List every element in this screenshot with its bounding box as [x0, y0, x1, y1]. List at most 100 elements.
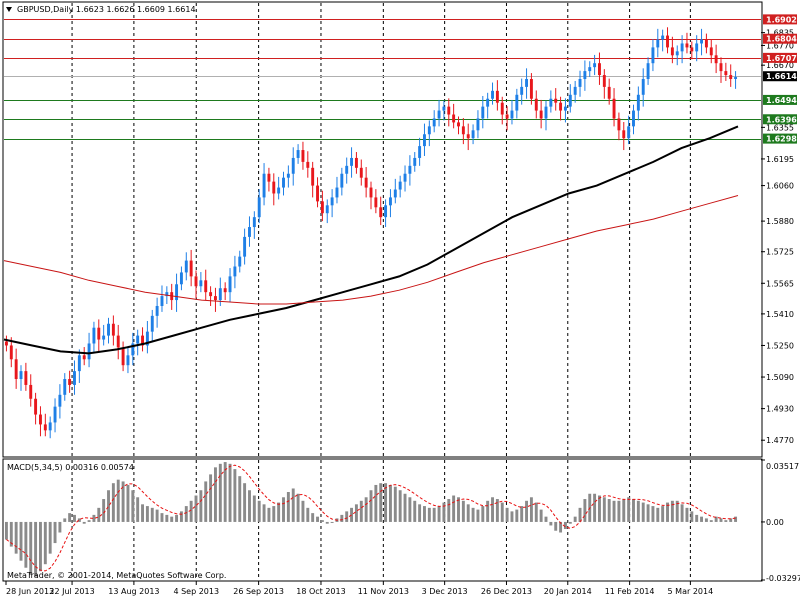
macd-bar	[63, 518, 67, 522]
macd-bar	[704, 518, 708, 522]
candle-bull	[442, 106, 446, 111]
candle-bull	[53, 406, 57, 423]
macd-bar	[145, 506, 149, 522]
x-tick-label: 18 Oct 2013	[296, 587, 345, 596]
price-axis: 1.6835 1.6770 1.6670 1.6355 1.6195 1.6060 1.58…	[761, 14, 800, 583]
x-tick-label: 26 Dec 2013	[481, 587, 532, 596]
macd-bar	[670, 500, 674, 522]
candle-bull	[87, 343, 91, 360]
macd-bar	[554, 521, 558, 531]
candle-bear	[121, 347, 125, 366]
macd-bar	[559, 521, 563, 533]
macd-bar	[301, 500, 305, 522]
candle-bull	[700, 39, 704, 44]
macd-bar	[228, 463, 232, 522]
y-tick-label: 1.6770	[766, 41, 794, 50]
macd-bar	[175, 514, 179, 522]
macd-bar	[340, 514, 344, 522]
macd-bar	[53, 521, 57, 544]
candle-bull	[588, 67, 592, 72]
candle-bear	[724, 71, 728, 76]
candle-bull	[471, 130, 475, 139]
candle-bull	[350, 157, 354, 166]
candle-bear	[607, 86, 611, 99]
candle-bear	[213, 296, 217, 301]
macd-bar	[427, 507, 431, 522]
macd-bar	[9, 521, 13, 547]
candle-bull	[277, 187, 281, 194]
candle-bull	[252, 217, 256, 228]
y-tick-label: 1.5410	[766, 310, 794, 319]
y-tick-label: 1.5090	[766, 373, 794, 382]
macd-bar	[282, 497, 285, 522]
macd-panel-frame	[2, 458, 763, 582]
x-tick-label: 11 Nov 2013	[358, 587, 409, 596]
price-level-label: 1.6707	[766, 54, 797, 63]
candle-bull	[408, 165, 412, 174]
candle-bull	[63, 379, 67, 395]
macd-bar	[24, 521, 28, 568]
y-tick-label: 1.6060	[766, 182, 794, 191]
candle-bull	[340, 173, 344, 188]
macd-bar	[379, 483, 383, 522]
macd-bar	[170, 516, 174, 522]
candle-bear	[34, 398, 38, 415]
macd-bar	[734, 516, 738, 522]
ma-fast-line	[3, 125, 739, 355]
candle-bull	[155, 305, 159, 316]
macd-bar	[267, 507, 271, 522]
macd-bar	[510, 511, 514, 522]
copyright-text: MetaTrader, © 2001-2014, MetaQuotes Soft…	[7, 571, 226, 580]
macd-bar	[632, 499, 635, 522]
x-tick-label: 28 Jun 2013	[6, 587, 54, 596]
macd-bar	[656, 507, 660, 522]
macd-bar	[306, 507, 310, 522]
macd-bar	[724, 520, 728, 522]
candle-bull	[636, 94, 640, 111]
x-tick-label: 11 Feb 2014	[605, 587, 655, 596]
y-tick-label: 1.5250	[766, 341, 794, 350]
macd-bar	[291, 488, 295, 522]
y-tick-label: 1.6670	[766, 61, 794, 70]
macd-bar	[257, 500, 261, 522]
candle-bull	[627, 126, 631, 139]
candle-bull	[481, 106, 485, 119]
candle-bull	[165, 292, 169, 297]
macd-bar	[296, 493, 300, 522]
candle-bull	[578, 78, 582, 87]
triangle-down-icon[interactable]	[6, 7, 12, 12]
price-level-label: 1.6804	[766, 35, 797, 44]
price-level-badge	[763, 52, 797, 63]
candle-bear	[539, 110, 543, 119]
macd-bar	[393, 486, 397, 522]
macd-bar	[432, 507, 436, 522]
candle-bear	[311, 167, 315, 186]
candle-bull	[175, 284, 179, 301]
macd-bar	[636, 500, 640, 522]
candle-bear	[719, 63, 723, 72]
x-tick-label: 5 Mar 2014	[668, 587, 714, 596]
macd-bar	[73, 514, 76, 522]
candle-bear	[97, 327, 101, 340]
macd-bar	[466, 504, 470, 522]
candle-bull	[563, 106, 567, 111]
macd-bar	[325, 521, 329, 524]
price-level-label: 1.6396	[766, 115, 797, 124]
candle-bear	[24, 371, 28, 385]
candle-bull	[179, 272, 183, 285]
macd-bar	[68, 513, 72, 522]
macd-bar	[544, 516, 548, 522]
candle-bull	[92, 327, 96, 344]
macd-bar	[92, 514, 96, 522]
macd-bar	[617, 500, 621, 522]
candle-bull	[423, 134, 426, 147]
macd-bar	[418, 504, 422, 522]
macd-bar	[675, 500, 679, 522]
candle-bull	[19, 371, 23, 380]
candle-bear	[82, 355, 86, 360]
candle-bull	[646, 63, 650, 79]
candle-bear	[709, 47, 713, 56]
macd-bar	[695, 514, 699, 522]
candle-bear	[534, 98, 538, 111]
